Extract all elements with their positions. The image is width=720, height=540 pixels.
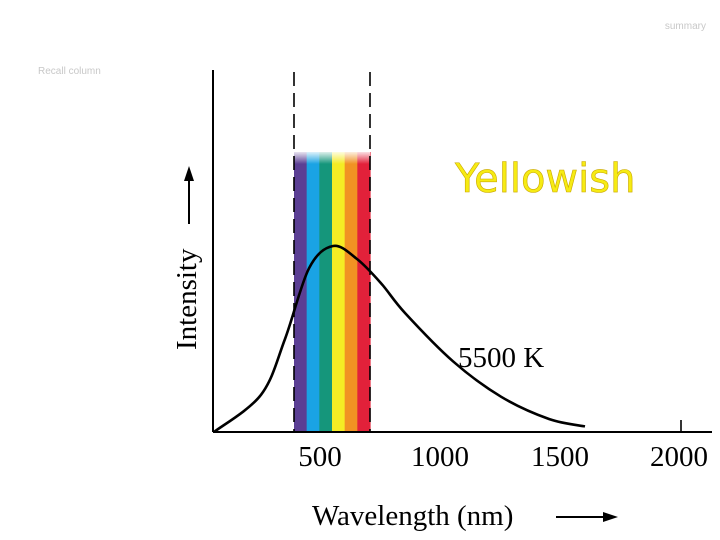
x-axis-arrow-icon — [556, 512, 618, 522]
band-stripe-3 — [332, 152, 346, 432]
band-stripe-4 — [344, 152, 358, 432]
band-stripe-1 — [306, 152, 320, 432]
color-label: Yellowish — [454, 156, 635, 202]
visible-spectrum-band — [294, 152, 371, 432]
band-top-fade — [294, 150, 370, 164]
series-curve-5500k — [213, 244, 586, 434]
band-stripe-2 — [319, 152, 333, 432]
y-axis-arrow-icon — [184, 166, 194, 224]
summary-label: summary — [664, 21, 706, 32]
band-stripe-5 — [357, 152, 371, 432]
x-tick-label-2000: 2000 — [650, 441, 708, 473]
x-tick-label-500: 500 — [298, 441, 342, 473]
recall-column-label: Recall column — [38, 66, 101, 77]
x-axis-label: Wavelength (nm) — [312, 500, 513, 532]
x-tick-label-1500: 1500 — [531, 441, 589, 473]
y-axis-label: Intensity — [171, 248, 203, 350]
x-tick-label-1000: 1000 — [411, 441, 469, 473]
curve-label: 5500 K — [458, 342, 544, 374]
